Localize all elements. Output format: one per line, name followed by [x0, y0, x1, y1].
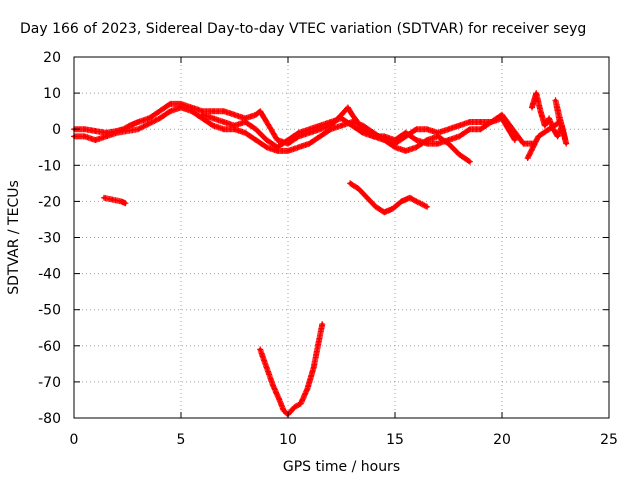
- series-arc-short-west: [101, 194, 129, 207]
- x-tick-label: 15: [386, 432, 404, 448]
- chart-title: Day 166 of 2023, Sidereal Day-to-day VTE…: [20, 21, 586, 37]
- y-tick-label: -50: [38, 303, 61, 319]
- series-markers: [101, 194, 129, 207]
- series-arc-deep-v: [257, 321, 326, 418]
- x-tick-label: 10: [279, 432, 297, 448]
- axis-ticks: 0 5 10 15 20 25 -80 -70 -60 -50 -40 -30 -20 -10 0 10 20: [38, 50, 618, 448]
- series-markers: [199, 111, 518, 151]
- x-tick-label: 5: [177, 432, 186, 448]
- series-markers: [524, 90, 570, 162]
- y-tick-label: -60: [38, 339, 61, 355]
- y-tick-label: 0: [52, 122, 61, 138]
- series-arc-middle: [199, 111, 518, 151]
- y-tick-label: -10: [38, 158, 61, 174]
- x-tick-label: 20: [493, 432, 511, 448]
- y-tick-label: -70: [38, 375, 61, 391]
- series-markers: [257, 321, 326, 418]
- x-tick-label: 0: [70, 432, 79, 448]
- y-tick-label: -40: [38, 267, 61, 283]
- y-tick-label: -80: [38, 411, 61, 427]
- y-tick-label: 10: [43, 86, 61, 102]
- y-axis-label: SDTVAR / TECUs: [6, 180, 22, 295]
- series-arc-late-cluster: [524, 90, 570, 162]
- series-arc-mid-negative: [347, 180, 431, 216]
- x-tick-label: 25: [600, 432, 618, 448]
- y-tick-label: 20: [43, 50, 61, 66]
- series-markers: [71, 100, 538, 147]
- series-layer: [71, 90, 570, 418]
- series-markers: [347, 180, 431, 216]
- y-tick-label: -20: [38, 194, 61, 210]
- y-tick-label: -30: [38, 231, 61, 247]
- series-arc-main-upper: [71, 100, 538, 147]
- x-axis-label: GPS time / hours: [283, 459, 400, 475]
